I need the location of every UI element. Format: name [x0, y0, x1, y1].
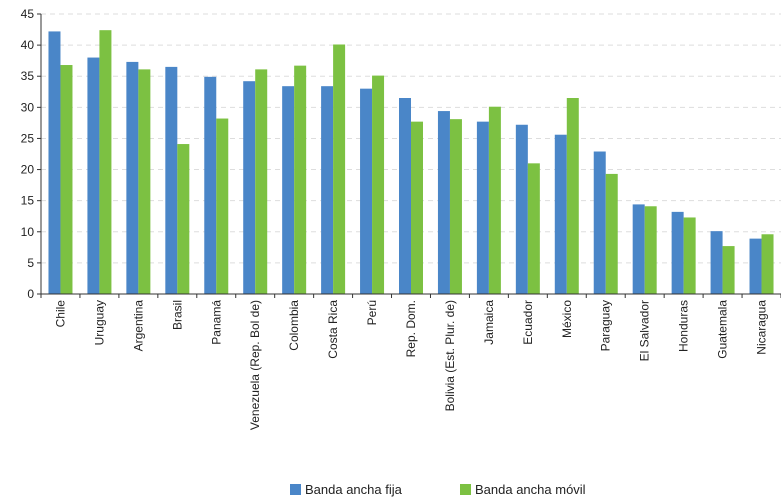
bar-movil	[683, 217, 696, 294]
bar-movil	[216, 118, 229, 295]
y-tick-label: 25	[21, 131, 35, 145]
bar-fija	[749, 238, 762, 294]
x-tick-label: Argentina	[131, 300, 145, 352]
bar-fija	[593, 151, 606, 294]
bar-movil	[566, 98, 579, 294]
y-tick-label: 30	[21, 100, 35, 114]
bar-fija	[243, 81, 256, 294]
bar-movil	[449, 119, 462, 295]
y-tick-labels: 0 5 10 15 20 25 30 35 40 45	[21, 7, 35, 301]
axes-group	[37, 13, 781, 298]
bar-fija	[360, 88, 373, 295]
x-tick-labels: Chile Uruguay Argentina Brasil Panamá Venezue…	[53, 300, 768, 430]
y-tick-label: 45	[21, 7, 35, 21]
bar-chart: 0 5 10 15 20 25 30 35 40 45 Chile Uruguay Argentina…	[21, 7, 781, 430]
bar-fija	[515, 124, 528, 294]
bar-fija	[437, 111, 450, 294]
x-tick-label: Uruguay	[92, 300, 106, 345]
bar-movil	[294, 65, 307, 295]
bar-fija	[204, 76, 217, 294]
x-tick-label: Honduras	[677, 300, 691, 352]
bar-movil	[527, 163, 540, 294]
x-tick-label: Venezuela (Rep. Bol de)	[248, 300, 262, 430]
bar-movil	[99, 30, 112, 295]
y-tick-label: 35	[21, 69, 35, 83]
bar-movil	[411, 121, 423, 295]
legend-swatch-movil	[460, 483, 471, 495]
bar-fija	[476, 121, 489, 295]
bar-fija	[48, 31, 61, 295]
bar-movil	[333, 44, 346, 294]
bar-movil	[722, 246, 735, 294]
legend-swatch-fija	[290, 483, 301, 495]
x-tick-label: Bolivia (Est. Plur. de)	[443, 300, 457, 411]
legend-label-movil: Banda ancha móvil	[475, 481, 586, 497]
bar-movil	[255, 69, 268, 294]
bar-movil	[605, 173, 618, 294]
x-tick-label: El Salvador	[638, 300, 652, 361]
x-tick-label: Costa Rica	[326, 300, 340, 359]
bar-fija	[710, 231, 723, 294]
bar-fija	[321, 86, 334, 294]
x-tick-label: Colombia	[287, 300, 301, 351]
y-tick-label: 40	[21, 38, 35, 52]
bar-movil	[60, 65, 73, 295]
legend: Banda ancha fija Banda ancha móvil	[0, 480, 781, 498]
bar-movil	[372, 75, 385, 294]
legend-item-movil: Banda ancha móvil	[460, 480, 586, 498]
bar-fija	[632, 204, 645, 294]
bar-fija	[671, 211, 684, 294]
x-tick-label: Perú	[365, 300, 379, 325]
bar-movil	[138, 69, 151, 294]
x-tick-label: Ecuador	[521, 300, 535, 345]
x-tick-label: México	[560, 300, 574, 338]
bar-fija	[554, 134, 567, 294]
y-tick-label: 10	[21, 225, 35, 239]
bar-fija	[87, 57, 100, 294]
x-tick-label: Jamaica	[482, 300, 496, 345]
bar-fija	[165, 66, 178, 294]
x-tick-label: Rep. Dom.	[404, 300, 418, 357]
x-tick-label: Brasil	[170, 300, 184, 330]
bar-fija	[126, 61, 139, 295]
x-tick-label: Panamá	[209, 300, 223, 345]
x-tick-label: Paraguay	[599, 300, 613, 351]
bar-fija	[282, 86, 295, 294]
bars-group	[48, 30, 774, 295]
x-tick-label: Nicaragua	[755, 300, 769, 355]
y-tick-label: 15	[21, 194, 35, 208]
y-tick-label: 5	[27, 256, 34, 270]
legend-label-fija: Banda ancha fija	[305, 481, 402, 497]
bar-movil	[761, 234, 774, 294]
bar-fija	[399, 98, 411, 294]
legend-item-fija: Banda ancha fija	[290, 480, 402, 498]
y-tick-label: 20	[21, 163, 35, 177]
x-tick-label: Guatemala	[716, 300, 730, 359]
bar-movil	[488, 106, 501, 294]
bar-movil	[177, 144, 190, 294]
y-tick-label: 0	[27, 287, 34, 301]
x-tick-label: Chile	[53, 300, 67, 328]
bar-movil	[644, 206, 657, 294]
